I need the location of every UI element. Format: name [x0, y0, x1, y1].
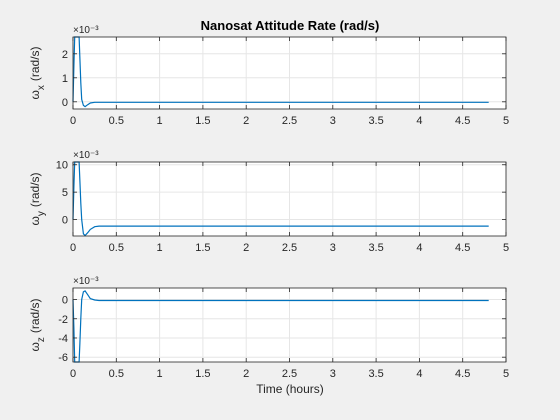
x-tick-label: 4.5	[455, 368, 470, 380]
y-axis-label: ωx (rad/s)	[28, 46, 47, 99]
x-tick-label: 2.5	[282, 242, 297, 254]
y-label-subscript: x	[36, 85, 47, 90]
y-exponent-label: ×10⁻³	[73, 276, 99, 287]
y-label-unit: (rad/s)	[28, 46, 42, 81]
y-axis-label: ωy (rad/s)	[28, 172, 47, 225]
x-tick-label: 2	[243, 368, 249, 380]
y-label-subscript: z	[36, 337, 47, 342]
subplot-2: 0 0.5 1 1.5 2 2.5 3 3.5 4 4.5 5 0 5 10 ×10⁻³ ωy (rad/s)	[28, 150, 509, 254]
x-tick-label: 0	[70, 115, 76, 127]
y-label-unit: (rad/s)	[28, 298, 42, 333]
x-tick-label: 1	[157, 242, 163, 254]
x-tick-label: 2	[243, 115, 249, 127]
x-tick-label: 4.5	[455, 115, 470, 127]
x-tick-label: 1.5	[195, 115, 210, 127]
y-tick-label: -2	[58, 314, 68, 326]
x-tick-label: 4	[416, 368, 422, 380]
x-tick-label: 2.5	[282, 115, 297, 127]
x-tick-label: 5	[503, 115, 509, 127]
x-tick-label: 1	[157, 368, 163, 380]
y-tick-label: 1	[62, 73, 68, 85]
subplot-3: 0 0.5 1 1.5 2 2.5 3 3.5 4 4.5 5 0 -2 -4 -6 ×10⁻³ ωz (rad/…	[28, 276, 509, 380]
x-tick-label: 5	[503, 368, 509, 380]
y-tick-label: -4	[58, 333, 68, 345]
x-tick-label: 1.5	[195, 242, 210, 254]
x-tick-label: 3	[330, 115, 336, 127]
x-tick-label: 3.5	[368, 115, 383, 127]
y-tick-label: 0	[62, 215, 68, 227]
x-tick-label: 3	[330, 368, 336, 380]
x-tick-label: 3.5	[368, 242, 383, 254]
y-label-symbol: ω	[28, 216, 42, 225]
x-tick-label: 5	[503, 242, 509, 254]
y-label-unit: (rad/s)	[28, 172, 42, 207]
y-axis-label: ωz (rad/s)	[28, 298, 47, 351]
y-tick-label: 5	[62, 187, 68, 199]
x-tick-label: 0	[70, 242, 76, 254]
x-tick-label: 3	[330, 242, 336, 254]
x-tick-label: 0	[70, 368, 76, 380]
y-tick-label: 10	[56, 160, 68, 172]
x-tick-label: 0.5	[109, 115, 124, 127]
y-label-symbol: ω	[28, 90, 42, 99]
y-tick-label: 2	[62, 49, 68, 61]
y-exponent-label: ×10⁻³	[73, 25, 99, 36]
y-tick-label: -6	[58, 352, 68, 364]
x-tick-label: 0.5	[109, 242, 124, 254]
y-tick-label: 0	[62, 295, 68, 307]
y-label-subscript: y	[36, 211, 47, 216]
chart-title: Nanosat Attitude Rate (rad/s)	[201, 18, 380, 33]
x-tick-label: 4	[416, 242, 422, 254]
x-tick-label: 2	[243, 242, 249, 254]
y-tick-label: 0	[62, 97, 68, 109]
y-label-symbol: ω	[28, 342, 42, 351]
x-tick-label: 1.5	[195, 368, 210, 380]
subplot-1: 0 0.5 1 1.5 2 2.5 3 3.5 4 4.5 5 0 1 2 ×10⁻³ ωx (rad/s)	[28, 25, 509, 127]
x-axis-label: Time (hours)	[256, 382, 324, 396]
x-tick-label: 2.5	[282, 368, 297, 380]
x-tick-label: 1	[157, 115, 163, 127]
x-tick-label: 0.5	[109, 368, 124, 380]
x-tick-label: 3.5	[368, 368, 383, 380]
x-tick-label: 4	[416, 115, 422, 127]
x-tick-label: 4.5	[455, 242, 470, 254]
y-exponent-label: ×10⁻³	[73, 150, 99, 161]
